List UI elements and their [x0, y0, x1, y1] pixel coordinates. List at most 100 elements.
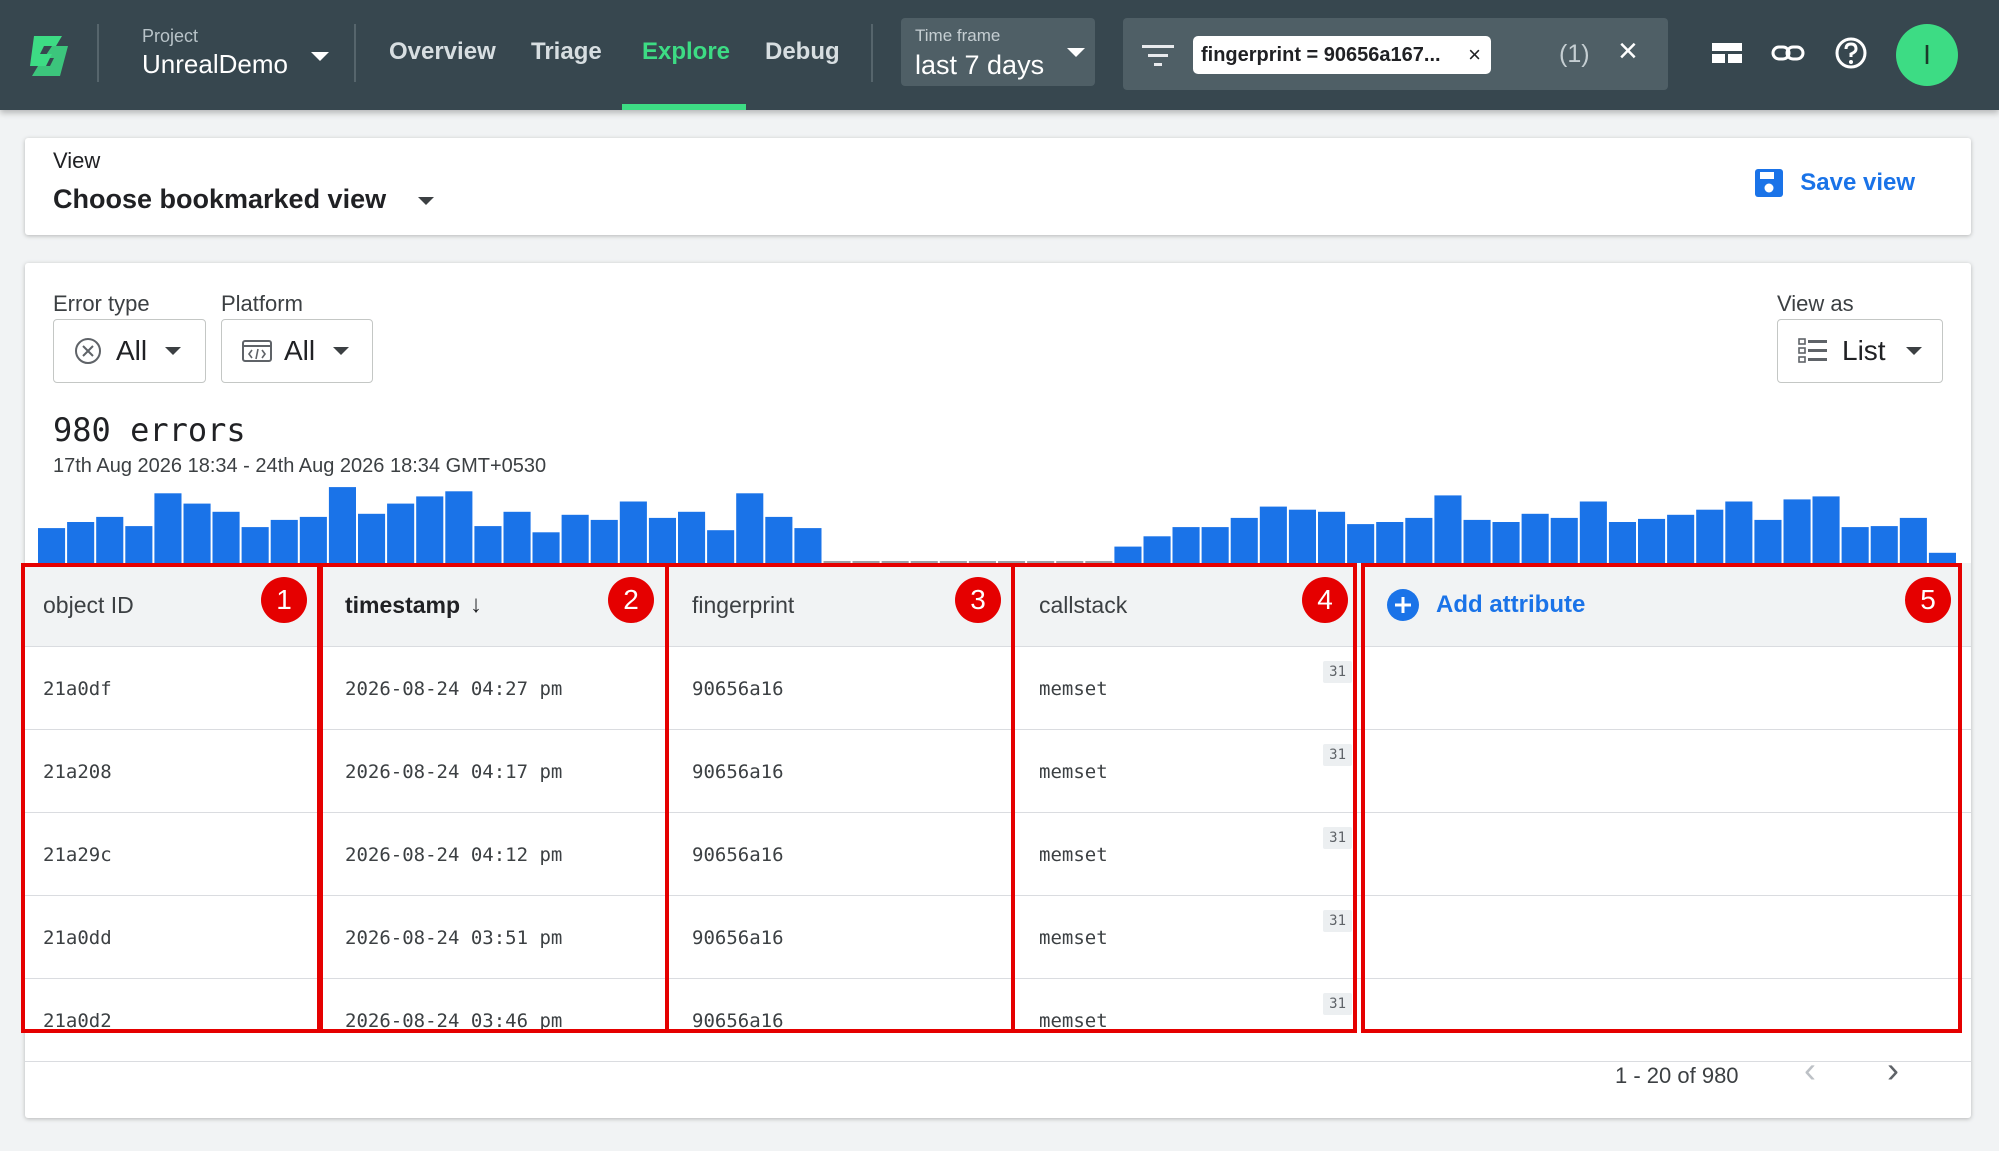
histogram-bar[interactable] [1288, 509, 1316, 563]
cell-ts[interactable]: 2026-08-24 03:46 pm [327, 979, 674, 1062]
close-icon[interactable]: × [1468, 42, 1481, 67]
cell-cs[interactable]: memset 31 [1021, 896, 1368, 979]
table-row[interactable]: 21a29c 2026-08-24 04:12 pm 90656a16 memset 3… [25, 813, 1971, 896]
histogram-bar[interactable] [1230, 517, 1258, 563]
cell-id[interactable]: 21a208 [25, 730, 327, 813]
histogram-bar[interactable] [1521, 513, 1549, 563]
histogram-bar[interactable] [299, 516, 327, 563]
histogram-bar[interactable] [474, 526, 502, 563]
histogram-bar[interactable] [1870, 526, 1898, 563]
histogram-bar[interactable] [590, 519, 618, 563]
histogram-bar[interactable] [648, 517, 676, 563]
cell-cs[interactable]: memset 31 [1021, 813, 1368, 896]
clear-filters-icon[interactable]: × [1618, 32, 1638, 70]
histogram-bar[interactable] [1899, 517, 1927, 563]
histogram-bar[interactable] [707, 530, 735, 563]
filter-chip[interactable]: fingerprint = 90656a167... × [1193, 36, 1491, 74]
histogram-bar[interactable] [823, 561, 851, 563]
histogram-bar[interactable] [1667, 514, 1695, 563]
sort-arrow-down-icon[interactable]: ↓ [470, 591, 483, 618]
histogram-bar[interactable] [1347, 524, 1375, 563]
filter-bar[interactable]: fingerprint = 90656a167... × (1) × [1123, 18, 1668, 90]
histogram-bar[interactable] [1928, 552, 1956, 563]
histogram-bar[interactable] [910, 561, 938, 563]
table-row[interactable]: 21a0df 2026-08-24 04:27 pm 90656a16 memset 3… [25, 647, 1971, 730]
table-row[interactable]: 21a0d2 2026-08-24 03:46 pm 90656a16 memset 3… [25, 979, 1971, 1062]
histogram-bar[interactable] [1376, 522, 1404, 563]
histogram-bar[interactable] [241, 527, 269, 563]
histogram-bar[interactable] [38, 528, 66, 563]
histogram-bar[interactable] [270, 519, 298, 563]
histogram-bar[interactable] [212, 511, 240, 563]
avatar[interactable]: I [1896, 24, 1958, 86]
cell-fp[interactable]: 90656a16 [674, 896, 1021, 979]
filter-icon[interactable] [1141, 42, 1175, 70]
cell-ts[interactable]: 2026-08-24 04:17 pm [327, 730, 674, 813]
cell-cs[interactable]: memset 31 [1021, 979, 1368, 1062]
histogram-bar[interactable] [445, 491, 473, 563]
histogram-bar[interactable] [387, 503, 415, 563]
bookmarked-view-select[interactable]: Choose bookmarked view [53, 184, 434, 215]
tab-overview[interactable]: Overview [389, 38, 496, 65]
histogram-bar[interactable] [358, 513, 386, 563]
histogram-bar[interactable] [1492, 522, 1520, 563]
histogram-bar[interactable] [852, 561, 880, 563]
cell-id[interactable]: 21a29c [25, 813, 327, 896]
histogram-bar[interactable] [765, 516, 793, 563]
histogram-bar[interactable] [328, 487, 356, 563]
cell-fp[interactable]: 90656a16 [674, 813, 1021, 896]
histogram-bar[interactable] [1754, 519, 1782, 563]
histogram-bar[interactable] [561, 514, 589, 563]
error-histogram[interactable] [37, 481, 1957, 563]
histogram-bar[interactable] [881, 561, 909, 563]
histogram-bar[interactable] [1812, 496, 1840, 563]
timeframe-selector[interactable]: Time frame last 7 days [901, 18, 1095, 86]
histogram-bar[interactable] [1783, 499, 1811, 563]
cell-fp[interactable]: 90656a16 [674, 647, 1021, 730]
histogram-bar[interactable] [1405, 517, 1433, 563]
histogram-bar[interactable] [96, 516, 124, 563]
histogram-bar[interactable] [1172, 527, 1200, 563]
cell-ts[interactable]: 2026-08-24 04:27 pm [327, 647, 674, 730]
histogram-bar[interactable] [1259, 506, 1287, 563]
histogram-bar[interactable] [998, 561, 1026, 563]
histogram-bar[interactable] [678, 511, 706, 563]
histogram-bar[interactable] [1201, 527, 1229, 563]
histogram-bar[interactable] [1550, 517, 1578, 563]
histogram-bar[interactable] [736, 493, 764, 563]
cell-cs[interactable]: memset 31 [1021, 730, 1368, 813]
cell-id[interactable]: 21a0df [25, 647, 327, 730]
project-selector[interactable]: Project UnrealDemo [142, 26, 288, 80]
column-header-object-id[interactable]: object ID [25, 563, 327, 647]
next-page-icon[interactable]: › [1887, 1049, 1899, 1090]
layout-icon[interactable] [1710, 36, 1744, 70]
histogram-bar[interactable] [1725, 501, 1753, 564]
histogram-bar[interactable] [154, 493, 182, 563]
cell-ts[interactable]: 2026-08-24 03:51 pm [327, 896, 674, 979]
view-as-dropdown[interactable]: List [1777, 319, 1943, 383]
column-header-callstack[interactable]: callstack [1021, 563, 1368, 647]
histogram-bar[interactable] [1638, 518, 1666, 563]
histogram-bar[interactable] [1318, 511, 1346, 563]
column-header-fingerprint[interactable]: fingerprint [674, 563, 1021, 647]
histogram-bar[interactable] [1085, 561, 1113, 563]
histogram-bar[interactable] [1143, 536, 1171, 563]
histogram-bar[interactable] [1463, 519, 1491, 563]
add-attribute-button[interactable]: Add attribute [1368, 563, 1958, 647]
histogram-bar[interactable] [794, 528, 822, 563]
cell-cs[interactable]: memset 31 [1021, 647, 1368, 730]
histogram-bar[interactable] [503, 511, 531, 563]
histogram-bar[interactable] [1114, 546, 1142, 563]
column-header-timestamp[interactable]: timestamp ↓ [327, 563, 674, 647]
cell-ts[interactable]: 2026-08-24 04:12 pm [327, 813, 674, 896]
help-icon[interactable] [1834, 36, 1868, 70]
cell-id[interactable]: 21a0d2 [25, 979, 327, 1062]
histogram-bar[interactable] [1056, 561, 1084, 563]
histogram-bar[interactable] [1841, 527, 1869, 563]
link-icon[interactable] [1771, 36, 1805, 70]
app-logo-icon[interactable] [22, 32, 76, 80]
tab-triage[interactable]: Triage [531, 38, 602, 65]
histogram-bar[interactable] [1608, 522, 1636, 563]
histogram-bar[interactable] [532, 532, 560, 563]
cell-id[interactable]: 21a0dd [25, 896, 327, 979]
